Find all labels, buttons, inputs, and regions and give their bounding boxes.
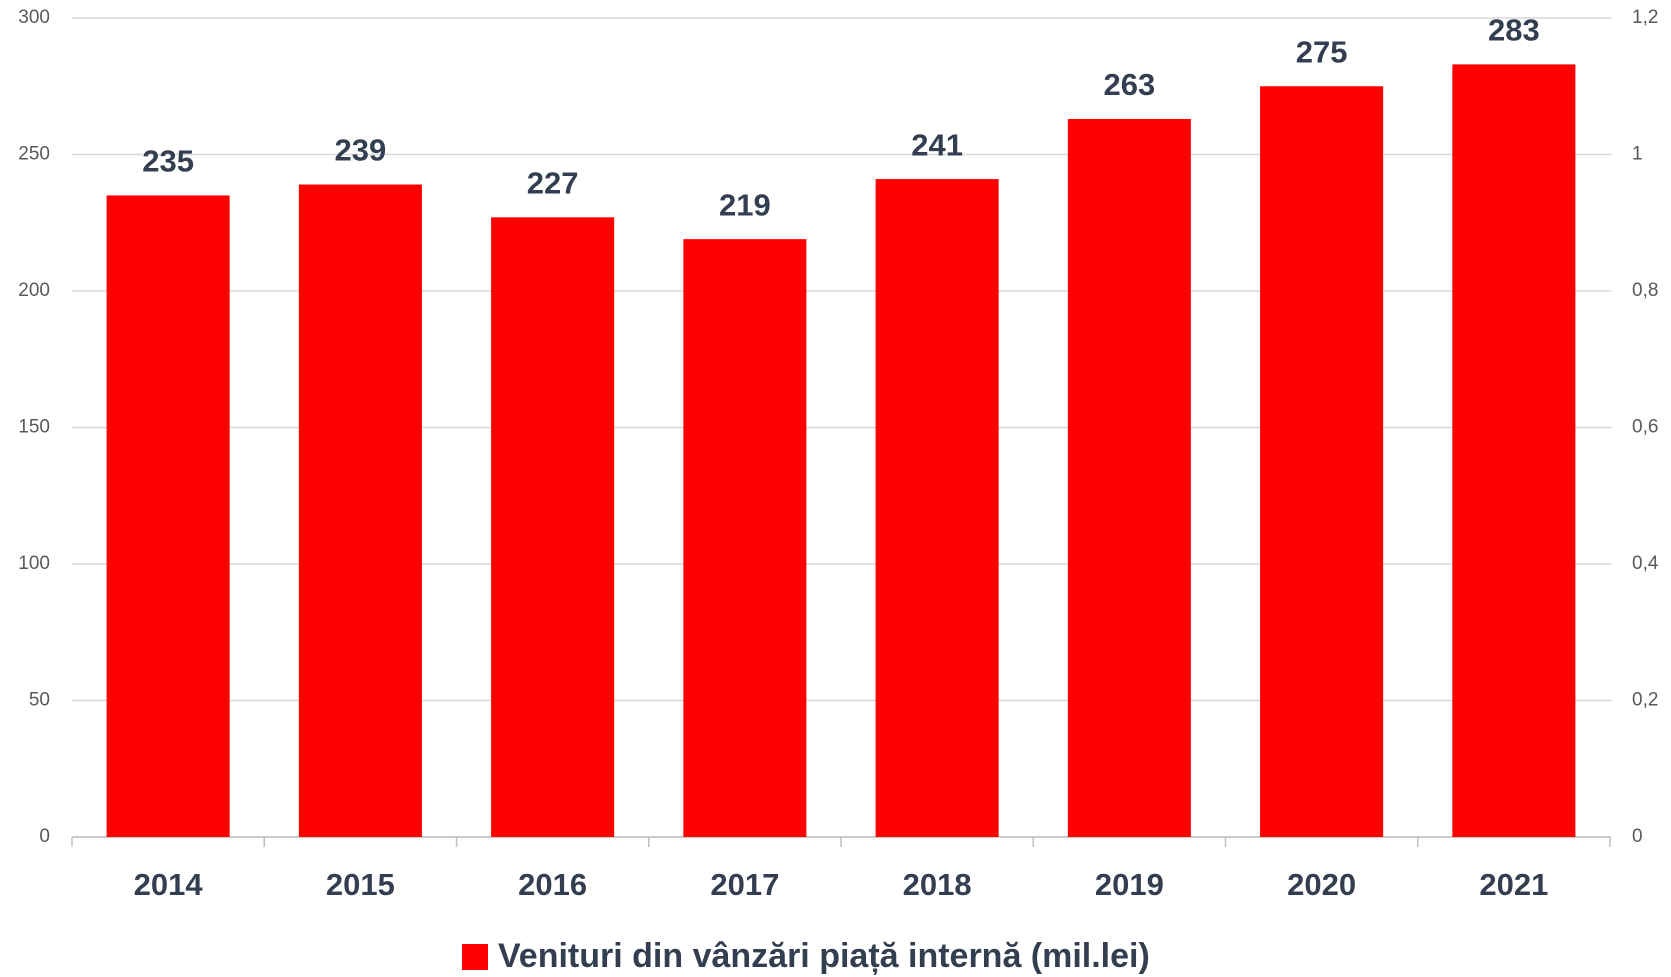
- x-tick-label: 2014: [134, 867, 204, 902]
- y-tick-label: 50: [29, 690, 50, 711]
- x-tick-label: 2017: [710, 867, 779, 902]
- bar: [1067, 119, 1191, 837]
- y2-tick-label: 0,6: [1632, 417, 1658, 438]
- data-label: 263: [1104, 67, 1156, 102]
- data-label: 227: [527, 165, 579, 200]
- bar: [875, 179, 999, 837]
- y2-tick-label: 1: [1632, 144, 1643, 165]
- legend-swatch: [462, 944, 488, 970]
- bar: [106, 195, 230, 837]
- y-tick-label: 300: [18, 7, 50, 28]
- y2-tick-label: 0,8: [1632, 280, 1658, 301]
- bar: [1260, 86, 1384, 837]
- data-label: 219: [719, 187, 771, 222]
- x-tick-label: 2020: [1287, 867, 1356, 902]
- data-label: 239: [335, 133, 387, 168]
- x-tick-label: 2018: [903, 867, 972, 902]
- y-tick-label: 100: [18, 553, 50, 574]
- data-label: 275: [1296, 34, 1348, 69]
- y-tick-label: 0: [39, 826, 50, 847]
- y2-tick-label: 0,2: [1632, 690, 1658, 711]
- data-label: 235: [142, 144, 194, 179]
- x-tick-label: 2021: [1479, 867, 1548, 902]
- y2-tick-label: 0,4: [1632, 553, 1659, 574]
- x-tick-label: 2019: [1095, 867, 1164, 902]
- y-tick-label: 200: [18, 280, 50, 301]
- legend-label: Venituri din vânzări piață internă (mil.…: [498, 937, 1150, 975]
- bar: [491, 217, 615, 838]
- data-label: 241: [911, 127, 963, 162]
- bar: [1452, 64, 1576, 837]
- y2-tick-label: 1,2: [1632, 7, 1658, 28]
- x-tick-label: 2016: [518, 867, 587, 902]
- bar: [298, 184, 422, 837]
- bar: [683, 239, 807, 837]
- y-tick-label: 150: [18, 417, 50, 438]
- y-tick-label: 250: [18, 144, 50, 165]
- y2-tick-label: 0: [1632, 826, 1643, 847]
- x-tick-label: 2015: [326, 867, 395, 902]
- data-label: 283: [1488, 13, 1540, 48]
